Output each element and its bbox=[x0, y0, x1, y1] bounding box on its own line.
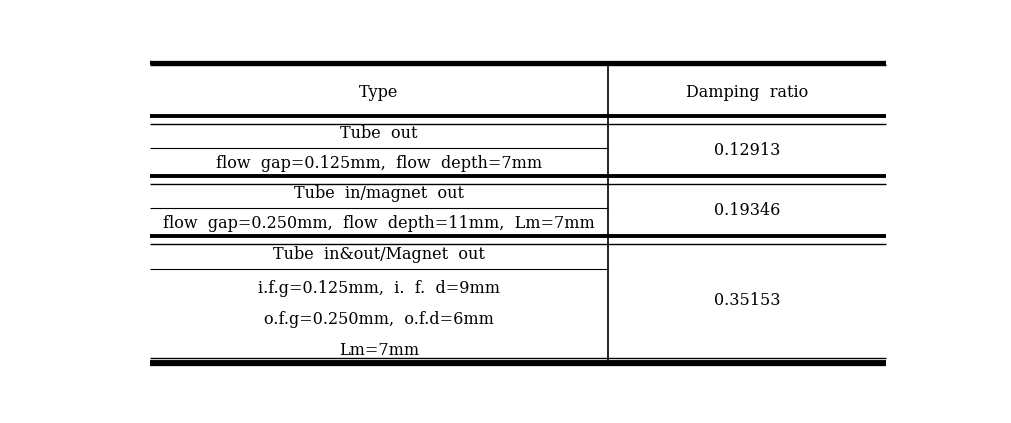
Text: Lm=7mm: Lm=7mm bbox=[339, 343, 420, 360]
Text: Tube  out: Tube out bbox=[341, 125, 418, 143]
Text: Tube  in/magnet  out: Tube in/magnet out bbox=[294, 185, 464, 202]
Text: flow  gap=0.250mm,  flow  depth=11mm,  Lm=7mm: flow gap=0.250mm, flow depth=11mm, Lm=7m… bbox=[163, 215, 594, 232]
Text: 0.19346: 0.19346 bbox=[714, 202, 780, 219]
Text: 0.35153: 0.35153 bbox=[714, 292, 780, 310]
Text: Type: Type bbox=[359, 84, 398, 101]
Text: Damping  ratio: Damping ratio bbox=[686, 84, 809, 101]
Text: 0.12913: 0.12913 bbox=[714, 142, 780, 159]
Text: o.f.g=0.250mm,  o.f.d=6mm: o.f.g=0.250mm, o.f.d=6mm bbox=[264, 311, 494, 328]
Text: i.f.g=0.125mm,  i.  f.  d=9mm: i.f.g=0.125mm, i. f. d=9mm bbox=[258, 280, 500, 297]
Text: flow  gap=0.125mm,  flow  depth=7mm: flow gap=0.125mm, flow depth=7mm bbox=[216, 155, 542, 173]
Text: Tube  in&out/Magnet  out: Tube in&out/Magnet out bbox=[273, 246, 485, 263]
